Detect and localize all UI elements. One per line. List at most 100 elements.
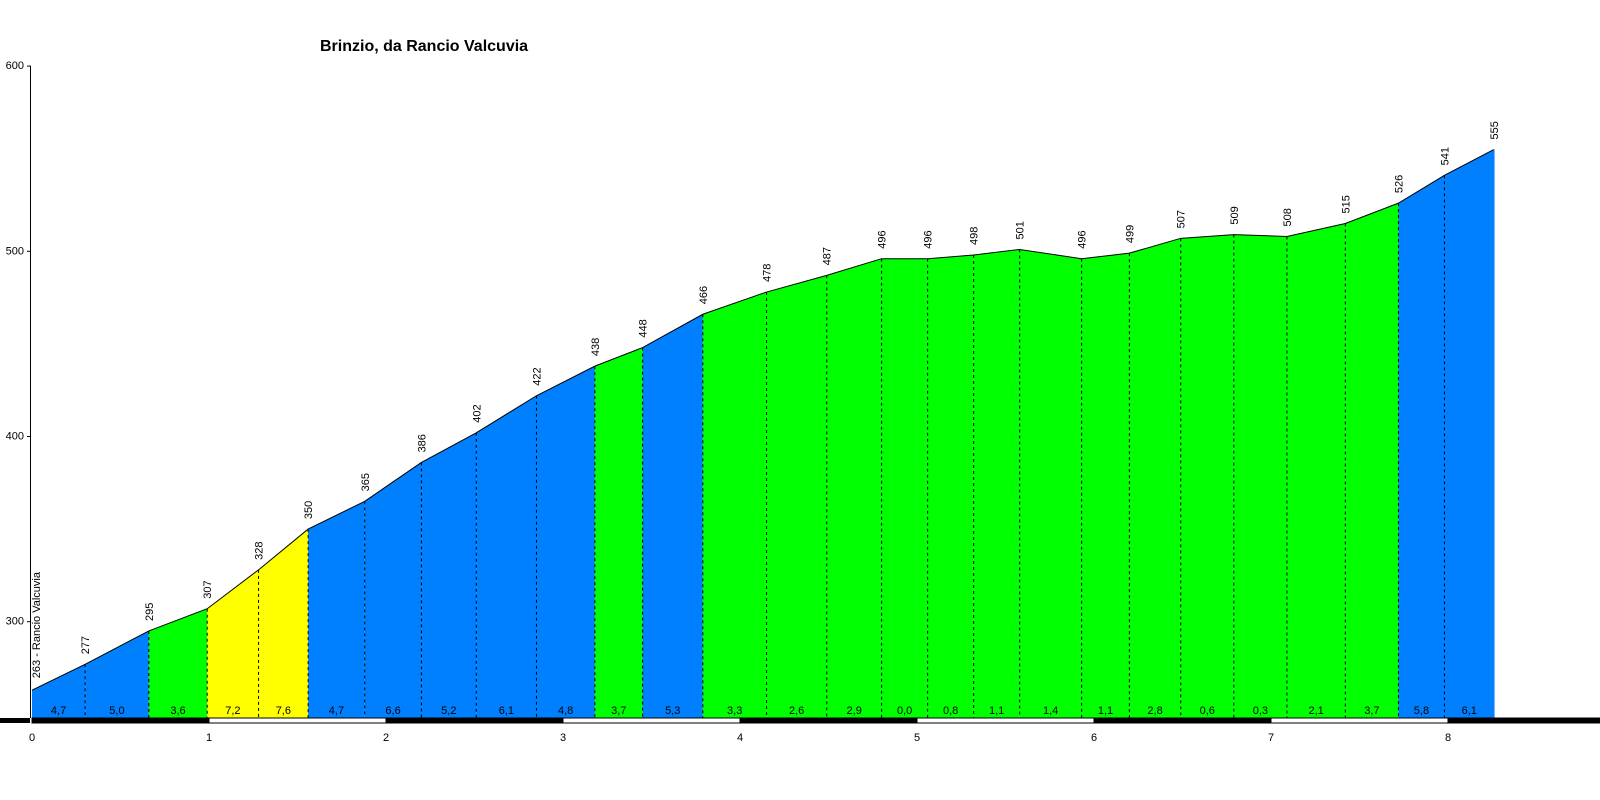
gradient-label: 5,8	[1414, 705, 1429, 717]
gradient-label: 0,6	[1200, 705, 1215, 717]
gradient-label: 6,1	[499, 705, 514, 717]
profile-segment	[642, 314, 703, 718]
gradient-label: 1,1	[1098, 705, 1113, 717]
elevation-label: 295	[144, 603, 156, 621]
gradient-label: 7,6	[276, 705, 291, 717]
segment-dividers	[84, 175, 1445, 718]
gradient-label: 3,3	[727, 705, 742, 717]
profile-segment	[1019, 249, 1082, 718]
elevation-label: 496	[1077, 230, 1089, 248]
profile-segment	[536, 366, 595, 718]
profile-line	[31, 148, 1495, 691]
profile-segment	[702, 292, 767, 718]
elevation-label: 498	[969, 227, 981, 245]
km-bar-segment	[385, 717, 564, 724]
profile-segment	[207, 569, 259, 718]
gradient-label: 0,0	[897, 705, 912, 717]
gradient-label: 3,7	[1364, 705, 1379, 717]
gradient-label: 6,1	[1462, 705, 1477, 717]
gradient-label: 2,8	[1147, 705, 1162, 717]
profile-segment	[258, 529, 309, 718]
gradient-label: 3,7	[611, 705, 626, 717]
start-location-label: 263 - Rancio Valcuvia	[31, 571, 43, 678]
elevation-label: 526	[1393, 175, 1405, 193]
elevation-label: 499	[1124, 225, 1136, 243]
elevation-label: 402	[471, 404, 483, 422]
gradient-label: 5,2	[441, 705, 456, 717]
profile-segment	[927, 255, 974, 718]
axes: 300 400 500 600 0 1 2 3 4 5 6 7 8	[0, 60, 1600, 744]
profile-segment	[881, 258, 928, 718]
x-tick-label: 1	[206, 732, 212, 744]
elevation-label: 448	[638, 319, 650, 337]
km-bar-segment	[562, 717, 741, 724]
labels: 4,7 5,0 3,6 7,2 7,6 4,7 6,6 5,2 6,1 4,8 3,7 5,3 3,3 2…	[31, 121, 1501, 717]
gradient-label: 4,8	[558, 705, 573, 717]
elevation-label: 496	[877, 230, 889, 248]
profile-segment	[148, 608, 208, 718]
profile-segment	[594, 347, 643, 718]
gradient-label: 7,2	[225, 705, 240, 717]
elevation-label: 277	[80, 636, 92, 654]
x-tick-label: 7	[1268, 732, 1274, 744]
elevation-label: 365	[360, 473, 372, 491]
profile-segment	[1345, 203, 1399, 719]
elevation-label: 328	[254, 541, 266, 559]
gradient-label: 2,9	[847, 705, 862, 717]
elevation-label: 350	[303, 501, 315, 519]
x-tick-label: 3	[560, 732, 566, 744]
elevation-label: 307	[202, 580, 214, 598]
elevation-label: 496	[923, 230, 935, 248]
elevation-label: 478	[762, 264, 774, 282]
profile-segment	[1129, 238, 1181, 718]
profile-segment	[826, 258, 882, 718]
km-bar-segment	[31, 717, 210, 724]
elevation-label: 508	[1282, 208, 1294, 226]
gradient-label: 5,0	[109, 705, 124, 717]
gradient-label: 4,7	[51, 705, 66, 717]
profile-segment	[766, 275, 827, 718]
km-bar-segment	[1093, 717, 1272, 724]
profile-segment	[1286, 223, 1346, 719]
km-bar-segment	[1270, 717, 1449, 724]
gradient-label: 3,6	[170, 705, 185, 717]
elevation-label: 438	[590, 338, 602, 356]
x-tick-label: 4	[737, 732, 743, 744]
profile-segment	[1444, 149, 1495, 718]
x-tick-label: 5	[914, 732, 920, 744]
km-bar-start	[0, 718, 30, 723]
profile-segment	[973, 249, 1020, 718]
y-tick-label: 300	[6, 616, 24, 628]
km-bar-segment	[208, 717, 387, 724]
elevation-label: 386	[416, 434, 428, 452]
x-tick-label: 2	[383, 732, 389, 744]
elevation-label: 487	[822, 247, 834, 265]
elevation-label: 501	[1015, 221, 1027, 239]
y-tick-label: 500	[6, 245, 24, 257]
km-bar-segment	[916, 717, 1095, 724]
gradient-label: 1,1	[989, 705, 1004, 717]
gradient-label: 0,3	[1253, 705, 1268, 717]
km-bar-segment	[1447, 717, 1600, 724]
profile-segment	[85, 630, 149, 718]
y-tick-label: 600	[6, 60, 24, 72]
profile-segment	[476, 395, 537, 718]
profile-segment	[1398, 175, 1445, 718]
profile-segment	[1233, 234, 1287, 719]
elevation-label: 541	[1439, 147, 1451, 165]
x-tick-label: 0	[29, 732, 35, 744]
gradient-label: 6,6	[385, 705, 400, 717]
gradient-label: 2,6	[789, 705, 804, 717]
elevation-label: 507	[1176, 210, 1188, 228]
profile-outline	[31, 148, 1495, 718]
km-bar-segment	[739, 717, 918, 724]
profile-segment	[1081, 253, 1130, 718]
elevation-label: 466	[698, 286, 710, 304]
y-tick-label: 400	[6, 430, 24, 442]
chart-title: Brinzio, da Rancio Valcuvia	[320, 38, 529, 55]
x-tick-label: 6	[1091, 732, 1097, 744]
profile-segment	[1180, 234, 1234, 719]
gradient-label: 4,7	[329, 705, 344, 717]
gradient-label: 2,1	[1308, 705, 1323, 717]
